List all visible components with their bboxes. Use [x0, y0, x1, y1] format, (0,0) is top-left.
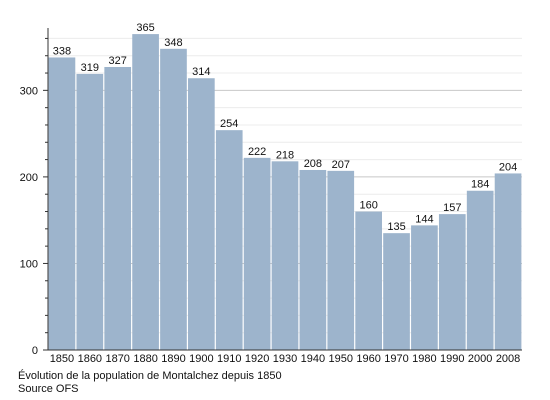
chart-source: Source OFS: [18, 383, 79, 395]
bar-1940: [299, 169, 327, 350]
bar-1910: [215, 130, 243, 350]
x-tick-label: 1900: [189, 353, 213, 365]
x-tick-label: 1980: [412, 353, 436, 365]
x-axis-tick-labels: 1850 1860 1870 1880 1890 1900 1910 1920 1930 1940…: [50, 353, 521, 365]
x-tick-label: 1850: [50, 353, 74, 365]
bar-1980: [411, 225, 438, 350]
bar-1880: [132, 34, 159, 350]
bar-1970: [383, 233, 410, 350]
x-tick-label: 1970: [384, 353, 408, 365]
bar-1920: [243, 157, 271, 350]
data-label: 135: [387, 221, 405, 233]
bar-1900: [188, 78, 215, 350]
bar-1950: [327, 170, 355, 350]
data-label: 327: [109, 55, 127, 67]
data-label: 184: [471, 179, 489, 191]
data-label: 254: [220, 118, 238, 130]
data-label: 222: [248, 146, 266, 158]
data-label: 207: [332, 159, 350, 171]
bar-1930: [271, 161, 299, 350]
x-tick-label: 1890: [161, 353, 185, 365]
data-label: 157: [443, 202, 461, 214]
x-tick-label: 1880: [133, 353, 157, 365]
x-tick-label: 1920: [245, 353, 269, 365]
data-label: 319: [81, 62, 99, 74]
data-label: 144: [415, 213, 433, 225]
bar-1890: [160, 48, 187, 350]
bar-1850: [48, 57, 76, 350]
x-tick-label: 1950: [329, 353, 353, 365]
x-tick-label: 1940: [301, 353, 325, 365]
bar-1960: [355, 211, 382, 350]
y-tick-label: 200: [20, 172, 38, 184]
data-label: 208: [304, 158, 322, 170]
bars: [48, 34, 522, 350]
bar-2000: [466, 190, 494, 350]
data-label: 338: [53, 45, 71, 57]
y-axis-tick-labels: 0 100 200 300: [20, 85, 38, 357]
data-labels: 338 319 327 365 348 314 254 222 218 208 207 160 135 1…: [53, 22, 517, 233]
x-tick-label: 1930: [273, 353, 297, 365]
chart-caption: Évolution de la population de Montalchez…: [18, 370, 282, 382]
bar-1870: [104, 66, 132, 350]
bar-2008: [494, 173, 522, 350]
x-tick-label: 2000: [468, 353, 492, 365]
x-tick-label: 1960: [356, 353, 380, 365]
data-label: 160: [359, 200, 377, 212]
y-tick-label: 0: [32, 345, 38, 357]
x-tick-label: 1910: [217, 353, 241, 365]
x-tick-label: 1860: [78, 353, 102, 365]
data-label: 348: [164, 37, 182, 49]
axes: [43, 28, 522, 351]
bar-1860: [76, 73, 104, 350]
data-label: 204: [499, 161, 517, 173]
y-tick-label: 300: [20, 85, 38, 97]
data-label: 365: [136, 22, 154, 34]
data-label: 314: [192, 66, 210, 78]
data-label: 218: [276, 149, 294, 161]
x-tick-label: 2008: [496, 353, 520, 365]
y-tick-label: 100: [20, 258, 38, 270]
x-tick-label: 1870: [105, 353, 129, 365]
bar-1990: [438, 214, 466, 350]
x-tick-label: 1990: [440, 353, 464, 365]
